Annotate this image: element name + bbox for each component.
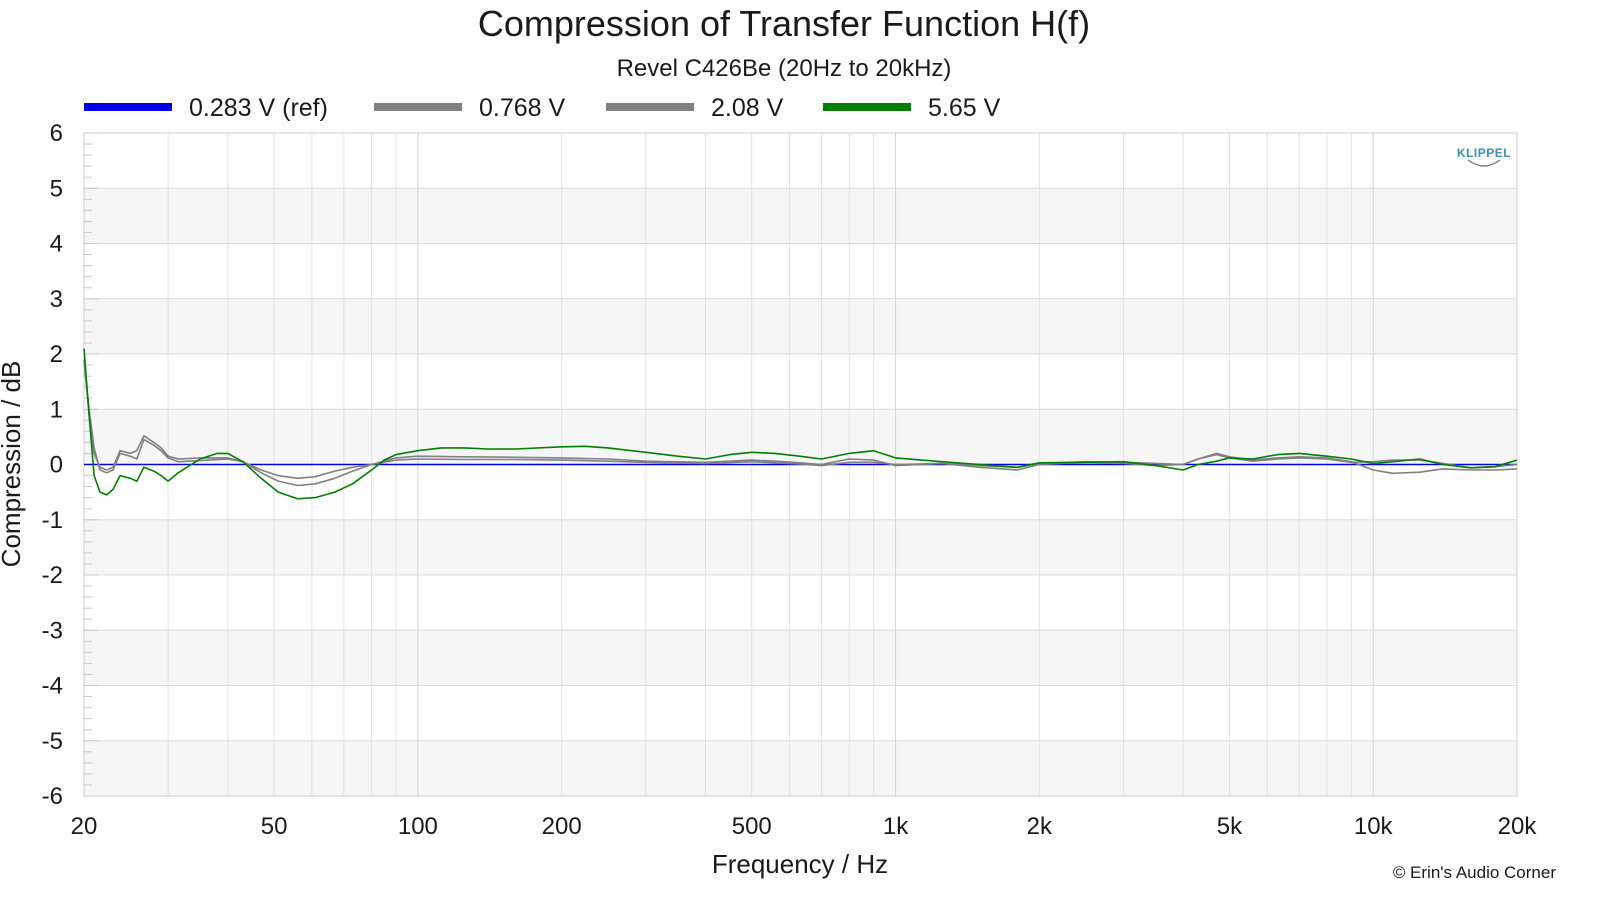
y-tick-label: 4 xyxy=(50,231,63,258)
x-tick-label: 100 xyxy=(398,813,438,840)
x-tick-label: 10k xyxy=(1354,813,1394,840)
x-tick-labels: 20 50 100 200 500 1k 2k 5k 10k 20k xyxy=(71,813,1538,840)
klippel-logo: KLIPPEL xyxy=(1457,146,1511,167)
legend-item-4: 5.65 V xyxy=(823,94,1001,122)
y-tick-label: -2 xyxy=(42,562,63,589)
series-lines xyxy=(83,348,1518,500)
plot-band xyxy=(84,740,1517,796)
legend-label: 2.08 V xyxy=(711,94,784,122)
y-tick-label: 5 xyxy=(50,175,63,202)
credit-text: © Erin's Audio Corner xyxy=(1393,863,1557,882)
y-tick-label: 0 xyxy=(50,452,63,479)
y-tick-label: -6 xyxy=(42,783,63,810)
chart-title: Compression of Transfer Function H(f) xyxy=(478,3,1090,44)
legend-label: 0.283 V (ref) xyxy=(189,94,328,122)
series-line-3 xyxy=(83,359,1518,487)
y-tick-label: -5 xyxy=(42,728,63,755)
y-tick-label: 3 xyxy=(50,286,63,313)
y-tick-label: -1 xyxy=(42,507,63,534)
klippel-brand-text: KLIPPEL xyxy=(1457,146,1511,160)
plot-background xyxy=(84,133,1517,796)
x-tick-label: 5k xyxy=(1217,813,1243,840)
x-axis-label: Frequency / Hz xyxy=(712,849,888,879)
plot-band xyxy=(84,133,1517,189)
y-tick-label: -4 xyxy=(42,673,63,700)
x-tick-label: 20k xyxy=(1498,813,1538,840)
plot-band xyxy=(84,354,1517,410)
legend-item-2: 0.768 V xyxy=(374,94,566,122)
plot-band xyxy=(84,188,1517,244)
plot-band xyxy=(84,685,1517,741)
x-tick-label: 50 xyxy=(261,813,288,840)
legend-swatch xyxy=(823,103,911,111)
x-tick-label: 1k xyxy=(883,813,909,840)
plot-band xyxy=(84,519,1517,575)
series-line-2 xyxy=(83,359,1518,480)
y-axis-label: Compression / dB xyxy=(0,361,26,568)
y-tick-label: 1 xyxy=(50,396,63,423)
y-tick-label: 6 xyxy=(50,120,63,147)
legend-swatch xyxy=(374,103,462,111)
legend-swatch xyxy=(606,103,694,111)
klippel-swoosh-icon xyxy=(1467,159,1501,167)
legend-label: 0.768 V xyxy=(479,94,566,122)
legend-item-3: 2.08 V xyxy=(606,94,784,122)
legend-swatch xyxy=(84,103,172,111)
plot-band xyxy=(84,243,1517,299)
x-tick-label: 500 xyxy=(732,813,772,840)
plot-band xyxy=(84,464,1517,520)
x-tick-label: 2k xyxy=(1027,813,1053,840)
plot-band xyxy=(84,575,1517,631)
plot-band xyxy=(84,630,1517,686)
legend-item-1: 0.283 V (ref) xyxy=(84,94,328,122)
chart-subtitle: Revel C426Be (20Hz to 20kHz) xyxy=(617,55,952,82)
y-minor-ticks xyxy=(84,132,98,797)
y-tick-label: -3 xyxy=(42,617,63,644)
series-line-4 xyxy=(83,348,1518,500)
legend-label: 5.65 V xyxy=(928,94,1001,122)
x-tick-label: 20 xyxy=(71,813,98,840)
legend: 0.283 V (ref) 0.768 V 2.08 V 5.65 V xyxy=(84,94,1001,122)
x-tick-label: 200 xyxy=(542,813,582,840)
y-tick-label: 2 xyxy=(50,341,63,368)
plot-band xyxy=(84,298,1517,354)
y-tick-labels: 6 5 4 3 2 1 0 -1 -2 -3 -4 -5 -6 xyxy=(42,120,63,810)
